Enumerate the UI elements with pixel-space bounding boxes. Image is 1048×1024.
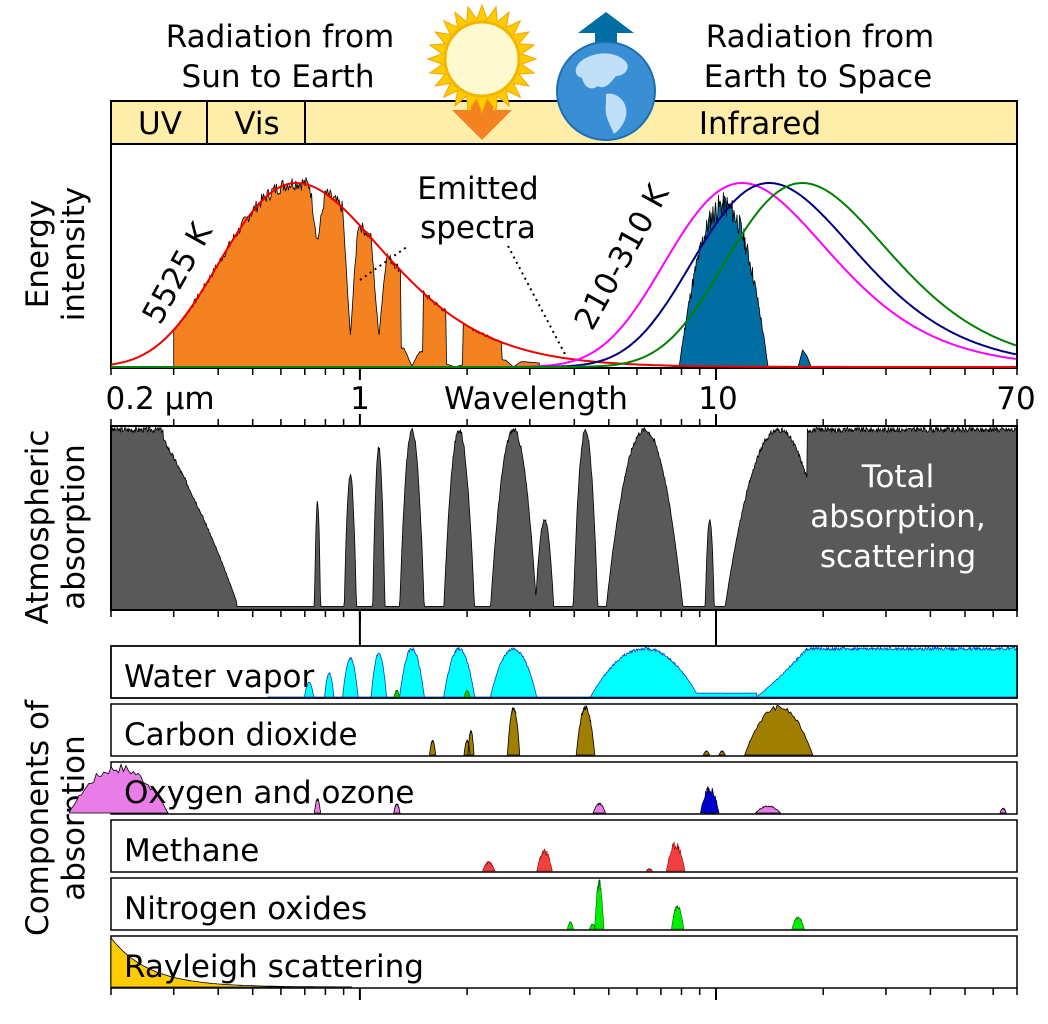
absorption-y-label: Atmospheric absorption bbox=[20, 430, 92, 625]
bottom-ticks bbox=[110, 988, 1018, 1000]
emitted-spectra-label-1: Emitted bbox=[417, 171, 538, 207]
component-nitrogen-oxides: Nitrogen oxides bbox=[110, 877, 1018, 931]
spectrum-y-label-1: Energy bbox=[20, 200, 56, 309]
spectrum-panel: Emitted spectra 5525 K 210-310 K bbox=[110, 143, 1018, 369]
tick-label-10: 10 bbox=[698, 381, 737, 417]
water-vapor-area bbox=[267, 645, 1018, 698]
note-leader-sun bbox=[359, 245, 409, 281]
earth-icon bbox=[556, 12, 656, 141]
band-infrared: Infrared bbox=[699, 106, 821, 142]
spectrum-ticks bbox=[110, 368, 1018, 380]
methane-area bbox=[482, 841, 686, 872]
axis-title: Wavelength bbox=[444, 381, 628, 417]
earth-caption-line-2: Earth to Space bbox=[704, 59, 932, 95]
rayleigh-scattering-area bbox=[110, 936, 353, 988]
oxygen-ozone-label: Oxygen and ozone bbox=[124, 775, 414, 811]
blackbody-curve-5525k bbox=[110, 182, 1016, 368]
spectrum-y-label-2: intensity bbox=[56, 187, 92, 321]
earth-caption-line-1: Radiation from bbox=[706, 19, 935, 55]
component-rayleigh: Rayleigh scattering bbox=[110, 935, 1018, 1000]
components-y-label: Components of absorption bbox=[20, 699, 92, 936]
component-carbon-dioxide: Carbon dioxide bbox=[110, 703, 1018, 757]
water-vapor-label: Water vapor bbox=[124, 659, 314, 695]
emitted-spectra-label-2: spectra bbox=[420, 210, 536, 246]
spectrum-y-label: Energy intensity bbox=[20, 187, 92, 321]
wavelength-axis: 0.2 µm 1 Wavelength 10 70 bbox=[105, 368, 1036, 417]
absorption-note-1: Total bbox=[861, 459, 934, 495]
sun-caption-line-2: Sun to Earth bbox=[182, 59, 375, 95]
absorption-note-2: absorption, bbox=[810, 499, 985, 535]
tick-label-70: 70 bbox=[996, 381, 1035, 417]
total-absorption-area bbox=[110, 425, 1018, 611]
band-uv: UV bbox=[138, 106, 182, 142]
nitrogen-oxides-label: Nitrogen oxides bbox=[124, 891, 367, 927]
water-vapor-minor-area bbox=[393, 689, 471, 698]
components-y-label-2: absorption bbox=[56, 735, 92, 901]
band-vis: Vis bbox=[234, 106, 279, 142]
tick-label-0-2: 0.2 µm bbox=[105, 381, 214, 417]
absorption-panel: Total absorption, scattering bbox=[110, 414, 1018, 646]
tick-label-1: 1 bbox=[350, 381, 370, 417]
blackbody-curve-210k bbox=[111, 182, 1017, 368]
component-oxygen-ozone: Oxygen and ozone bbox=[68, 761, 1018, 815]
components-y-label-1: Components of bbox=[20, 699, 56, 936]
sun-caption: Radiation from Sun to Earth bbox=[166, 19, 395, 95]
carbon-dioxide-label: Carbon dioxide bbox=[124, 717, 358, 753]
note-leader-earth bbox=[507, 245, 567, 357]
nitrogen-oxides-area bbox=[566, 879, 805, 930]
rayleigh-label: Rayleigh scattering bbox=[124, 949, 424, 985]
ozone-band-area bbox=[700, 786, 720, 814]
component-methane: Methane bbox=[110, 819, 1018, 873]
sun-caption-line-1: Radiation from bbox=[166, 19, 395, 55]
absorption-note-3: scattering bbox=[820, 539, 976, 575]
carbon-dioxide-area bbox=[429, 704, 814, 756]
absorption-y-label-2: absorption bbox=[56, 444, 92, 610]
absorption-ticks bbox=[110, 414, 1018, 646]
sun-icon bbox=[426, 3, 538, 140]
component-water-vapor: Water vapor bbox=[110, 645, 1018, 699]
absorption-y-label-1: Atmospheric bbox=[20, 430, 56, 625]
methane-label: Methane bbox=[124, 833, 259, 869]
earth-caption: Radiation from Earth to Space bbox=[704, 19, 934, 95]
